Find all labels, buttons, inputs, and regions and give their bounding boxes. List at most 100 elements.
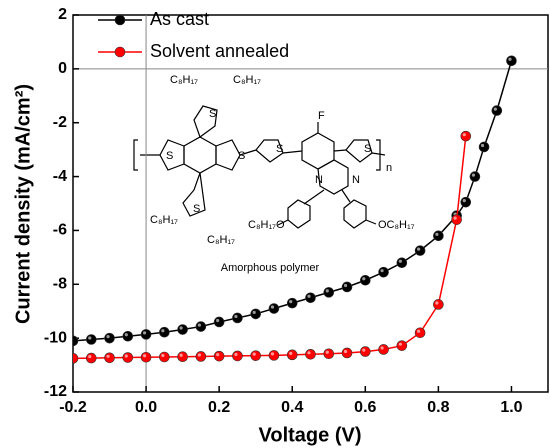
data-point	[232, 312, 243, 324]
y-tick-label: -8	[53, 276, 67, 293]
data-point	[140, 351, 152, 363]
data-point	[104, 332, 115, 344]
data-point	[378, 344, 389, 355]
point-highlight	[216, 318, 220, 323]
data-point	[378, 266, 389, 278]
data-point	[491, 105, 503, 116]
structure-label: S	[209, 108, 216, 120]
data-point	[286, 349, 298, 361]
point-highlight	[343, 349, 348, 354]
x-tick-label: 0.4	[281, 399, 303, 416]
x-tick-label: 0.2	[208, 399, 230, 416]
point-highlight	[480, 143, 485, 148]
point-highlight	[343, 283, 348, 288]
data-point	[478, 141, 490, 153]
point-highlight	[179, 326, 183, 330]
point-highlight	[197, 353, 201, 357]
data-point	[85, 352, 97, 364]
point-highlight	[124, 354, 128, 358]
point-highlight	[289, 351, 293, 355]
point-highlight	[453, 216, 457, 220]
structure-label: C₈H₁₇O	[248, 219, 285, 231]
point-highlight	[234, 314, 238, 319]
data-point	[360, 346, 371, 357]
data-point	[323, 287, 335, 298]
data-point	[195, 321, 207, 332]
data-point	[250, 308, 261, 320]
point-highlight	[493, 107, 497, 111]
data-point	[73, 335, 79, 347]
point-highlight	[307, 294, 311, 298]
data-point	[159, 326, 170, 338]
data-point	[140, 329, 152, 340]
point-highlight	[161, 329, 165, 333]
data-point	[213, 316, 225, 328]
point-highlight	[106, 335, 110, 339]
point-highlight	[216, 353, 220, 357]
y-tick-label: -4	[53, 168, 67, 185]
structure-label: F	[318, 110, 325, 122]
structure-label: Amorphous polymer	[221, 262, 320, 274]
structure-label: C₈H₁₇	[207, 234, 235, 246]
point-highlight	[252, 310, 256, 315]
data-point	[506, 55, 517, 67]
data-point	[85, 334, 97, 345]
data-point	[305, 348, 316, 360]
data-point	[360, 274, 371, 286]
legend-label: As cast	[150, 9, 209, 29]
point-highlight	[142, 331, 147, 335]
point-highlight	[325, 350, 329, 354]
legend-label: Solvent annealed	[150, 41, 289, 61]
point-highlight	[398, 342, 402, 346]
point-highlight	[508, 57, 512, 61]
data-point	[195, 351, 207, 362]
data-point	[268, 350, 280, 361]
data-point	[433, 299, 444, 310]
legend-marker	[114, 14, 126, 26]
data-point	[268, 303, 280, 314]
legend-marker	[114, 46, 126, 58]
x-tick-label: 0.6	[354, 399, 376, 416]
data-point	[323, 348, 335, 360]
point-highlight	[398, 259, 402, 263]
point-highlight	[88, 354, 92, 359]
point-highlight	[179, 353, 183, 357]
point-highlight	[462, 199, 466, 203]
data-point	[213, 350, 225, 362]
y-tick-label: -12	[44, 383, 67, 400]
point-highlight	[362, 348, 366, 352]
y-axis-label: Current density (mA/cm²)	[12, 84, 34, 324]
data-point	[122, 352, 134, 363]
data-point	[73, 353, 79, 364]
x-tick-label: 1.0	[500, 399, 522, 416]
x-axis-label: Voltage (V)	[259, 424, 362, 446]
structure-label: N	[315, 174, 323, 186]
y-tick-label: 0	[58, 60, 67, 77]
data-point	[433, 230, 444, 242]
data-point	[460, 130, 472, 142]
data-point	[414, 327, 426, 339]
point-highlight	[325, 289, 329, 293]
data-point	[451, 214, 462, 225]
data-point	[286, 297, 298, 309]
data-point	[177, 324, 188, 335]
y-tick-label: -10	[44, 329, 67, 346]
structure-label: S	[193, 203, 200, 215]
point-highlight	[380, 346, 384, 350]
data-point	[396, 257, 408, 269]
point-highlight	[124, 333, 128, 337]
structure-label: C₈H₁₇	[233, 74, 261, 86]
point-highlight	[289, 300, 293, 304]
polymer-structure	[133, 105, 386, 229]
structure-label: S	[238, 150, 245, 162]
structure-label: S	[166, 150, 173, 162]
point-highlight	[435, 301, 439, 305]
point-highlight	[270, 352, 275, 356]
series	[73, 130, 472, 364]
structure-label: C₈H₁₇	[170, 74, 198, 86]
point-highlight	[252, 352, 256, 356]
point-highlight	[307, 351, 311, 355]
y-tick-label: -6	[53, 222, 67, 239]
data-point	[341, 281, 353, 293]
